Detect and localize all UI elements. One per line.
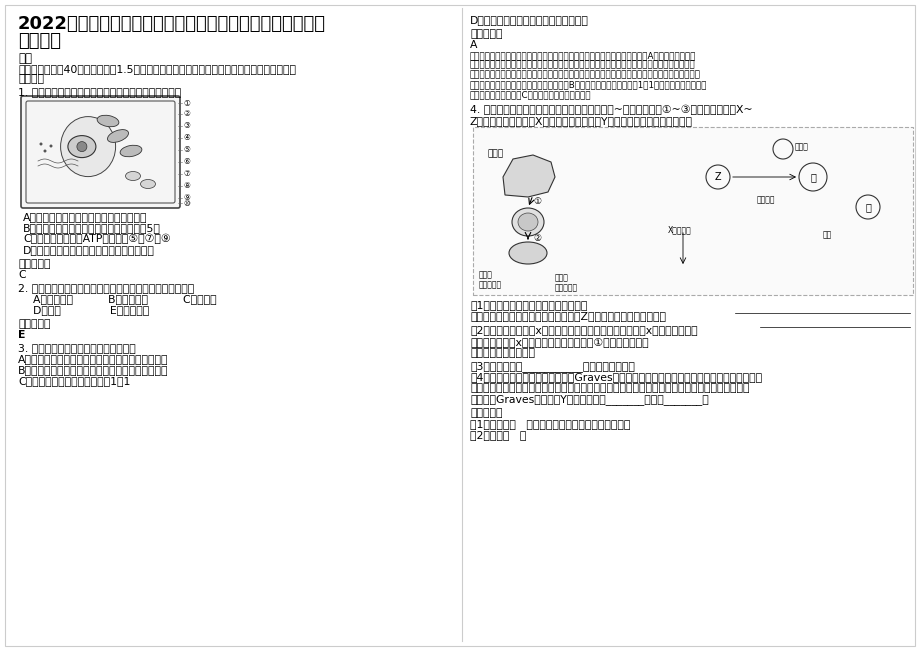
Text: 参考答案：: 参考答案：: [18, 259, 51, 269]
Text: 稳定型预示着只要保持替补出生率（一个家庭生两个孩子）人口就会保持零增长，但保持替补出生: 稳定型预示着只要保持替补出生率（一个家庭生两个孩子）人口就会保持零增长，但保持替…: [470, 61, 695, 70]
Text: X激素受体: X激素受体: [667, 225, 691, 234]
Text: 卷含解析: 卷含解析: [18, 32, 61, 50]
Text: （2）、减少   无: （2）、减少 无: [470, 430, 526, 440]
Circle shape: [77, 142, 86, 152]
Ellipse shape: [97, 115, 119, 127]
Ellipse shape: [125, 171, 141, 180]
Text: ①: ①: [532, 197, 540, 206]
Text: A、二氧化氮          B、二氧化硫          C、氟利昂: A、二氧化氮 B、二氧化硫 C、氟利昂: [33, 294, 216, 304]
Text: B、各国人口只要保持替补出生率，就会保持零增长: B、各国人口只要保持替补出生率，就会保持零增长: [18, 365, 168, 375]
Text: 参考答案：: 参考答案：: [470, 408, 502, 418]
Text: 内: 内: [864, 202, 870, 212]
Text: 人相比，Graves氏病患者Y激素的分泌量_______，体温_______。: 人相比，Graves氏病患者Y激素的分泌量_______，体温_______。: [470, 394, 708, 405]
Text: 1. 右图为某种生物细胞结构模式图，下列分析正确的是: 1. 右图为某种生物细胞结构模式图，下列分析正确的是: [18, 87, 181, 97]
Text: ④: ④: [183, 133, 189, 143]
Text: ②: ②: [532, 234, 540, 243]
Text: ，而该抗体能发挥与促甲状腺激素相同的生理作用，但甲状腺激素不会影响该抗体的分泌，与正常: ，而该抗体能发挥与促甲状腺激素相同的生理作用，但甲状腺激素不会影响该抗体的分泌，…: [470, 383, 749, 393]
Text: ⑨: ⑨: [183, 193, 189, 202]
Text: 2. 温室效应主要是由于大气中下列哪种气体含量增加所致。: 2. 温室效应主要是由于大气中下列哪种气体含量增加所致。: [18, 283, 194, 293]
Text: C、各种生物的种群性比率均为1：1: C、各种生物的种群性比率均为1：1: [18, 376, 130, 386]
Text: 靶细胞: 靶细胞: [479, 270, 493, 279]
Text: （3）、甲细胞是___________；图中淋巴因子的: （3）、甲细胞是___________；图中淋巴因子的: [470, 361, 634, 372]
Text: 率不一定人口就会零增长，如需考虑到一代人所生孩子成长为做父母之前将有部分死亡的可能，而这: 率不一定人口就会零增长，如需考虑到一代人所生孩子成长为做父母之前将有部分死亡的可…: [470, 70, 700, 79]
Text: ，或雄性大于雌性的，C错误；种群密度是种群内数: ，或雄性大于雌性的，C错误；种群密度是种群内数: [470, 90, 591, 99]
Text: A、动物性成熟的早晚对动物出生率大小有重要影响: A、动物性成熟的早晚对动物出生率大小有重要影响: [18, 354, 168, 364]
Text: （2）、如果用含激素x的饲料饲喂正常动物，则该动物腺素x的分泌量变化是: （2）、如果用含激素x的饲料饲喂正常动物，则该动物腺素x的分泌量变化是: [470, 325, 697, 335]
Text: 前驱体: 前驱体: [794, 143, 808, 152]
Text: A: A: [470, 40, 477, 50]
Text: C、该细胞中能产生ATP的部位是⑤、⑦和⑨: C、该细胞中能产生ATP的部位是⑤、⑦和⑨: [23, 234, 170, 244]
Text: B、参与组成该生物的遗传物质的碱基共有5种: B、参与组成该生物的遗传物质的碱基共有5种: [23, 223, 161, 233]
Ellipse shape: [120, 145, 142, 157]
Circle shape: [40, 143, 42, 146]
Ellipse shape: [61, 117, 116, 176]
Text: （有或无）明显变化。: （有或无）明显变化。: [470, 348, 535, 358]
Circle shape: [50, 145, 52, 148]
Ellipse shape: [141, 180, 155, 189]
Text: 参考答案：: 参考答案：: [18, 319, 51, 329]
Text: D、种群密度是种群内个体特征的统计值: D、种群密度是种群内个体特征的统计值: [470, 15, 588, 25]
Text: 。如果用含激素x的饲料饲喂正常动物，则①过程的生理反应: 。如果用含激素x的饲料饲喂正常动物，则①过程的生理反应: [470, 337, 648, 347]
Polygon shape: [503, 155, 554, 197]
Text: 2022年浙江省金华市武义岭下汤中学高三生物上学期期末试: 2022年浙江省金华市武义岭下汤中学高三生物上学期期末试: [18, 15, 325, 33]
Text: ③: ③: [183, 122, 189, 130]
Text: D、该细胞可能取自茎尖分生区或根尖成熟区: D、该细胞可能取自茎尖分生区或根尖成熟区: [23, 245, 154, 255]
Text: 靶细胞: 靶细胞: [554, 273, 568, 282]
Text: ⑦: ⑦: [183, 169, 189, 178]
Text: 4. 下图是人体生命活动部分调节示意图，其中甲~内表示细胞，①~③表示相关过程，X~: 4. 下图是人体生命活动部分调节示意图，其中甲~内表示细胞，①~③表示相关过程，…: [470, 105, 752, 115]
Text: 淋巴因子: 淋巴因子: [755, 195, 774, 204]
Text: C: C: [18, 270, 26, 280]
Text: 甲: 甲: [810, 172, 815, 182]
Text: 种可能又随着社会经济条件的变化而变化，B错误；一般种群的性比率为1：1，还有雌性大于雄性的: 种可能又随着社会经济条件的变化而变化，B错误；一般种群的性比率为1：1，还有雌性…: [470, 81, 707, 89]
Text: D、氮气              E、二氧化碳: D、氮气 E、二氧化碳: [33, 305, 149, 315]
Ellipse shape: [508, 242, 547, 264]
Ellipse shape: [512, 208, 543, 236]
Text: ⑥: ⑥: [183, 158, 189, 167]
Text: ⑧: ⑧: [183, 182, 189, 191]
Text: 靶细胞位置: 靶细胞位置: [554, 283, 577, 292]
Text: ⑤: ⑤: [183, 146, 189, 154]
Text: （1）、当细胞外液渗透压升高时，刺激: （1）、当细胞外液渗透压升高时，刺激: [470, 300, 586, 310]
Text: Z: Z: [714, 172, 720, 182]
Text: 中的渗透压感受器产生兴奋，导致激素Z分泌增加，该激素的作用是: 中的渗透压感受器产生兴奋，导致激素Z分泌增加，该激素的作用是: [470, 311, 665, 321]
Text: 动物性成熟的早晚对动物出生率大小有重要影响，性成熟延迟则出生率降低，A正确；教材中指出: 动物性成熟的早晚对动物出生率大小有重要影响，性成熟延迟则出生率降低，A正确；教材…: [470, 51, 696, 60]
Text: （4）、毒株激惹性甲脱腺肿，又称Graves氏病，是由于机体产生针对某甲状腺激素受体的抗体: （4）、毒株激惹性甲脱腺肿，又称Graves氏病，是由于机体产生针对某甲状腺激素…: [470, 372, 761, 382]
Text: ②: ②: [183, 109, 189, 118]
Text: ①: ①: [183, 98, 189, 107]
Text: 抗体: 抗体: [823, 230, 832, 239]
Text: 求的。）: 求的。）: [18, 74, 44, 84]
Text: 靶细胞位置: 靶细胞位置: [479, 280, 502, 289]
Text: 选择题（本题共40小题，每小题1.5分，在每小题给出的四个选项中，只有一项是符合题目要: 选择题（本题共40小题，每小题1.5分，在每小题给出的四个选项中，只有一项是符合…: [18, 64, 296, 74]
Bar: [472, 127, 912, 295]
Text: 一、: 一、: [18, 52, 32, 65]
Ellipse shape: [68, 135, 96, 158]
Ellipse shape: [108, 130, 129, 143]
Text: 参考答案：: 参考答案：: [470, 29, 502, 39]
FancyBboxPatch shape: [21, 96, 180, 208]
Text: ⑩: ⑩: [183, 199, 189, 208]
Text: A、该图为光学显微镜下所观察到的结构图: A、该图为光学显微镜下所观察到的结构图: [23, 212, 147, 222]
Text: （1）、下丘脑   促进肾小管和集合管对水分的重吸收: （1）、下丘脑 促进肾小管和集合管对水分的重吸收: [470, 419, 630, 429]
Text: E: E: [18, 330, 26, 340]
Text: 3. 下列关于种群特征的叙述，正确的是: 3. 下列关于种群特征的叙述，正确的是: [18, 343, 136, 353]
Circle shape: [43, 150, 47, 152]
Text: 下丘脑: 下丘脑: [487, 149, 504, 158]
Text: Z表示相关激素，激素X是一种糖蛋白，激素Y是一种含磷的氨基酸衍生物。: Z表示相关激素，激素X是一种糖蛋白，激素Y是一种含磷的氨基酸衍生物。: [470, 116, 692, 126]
Ellipse shape: [517, 213, 538, 231]
